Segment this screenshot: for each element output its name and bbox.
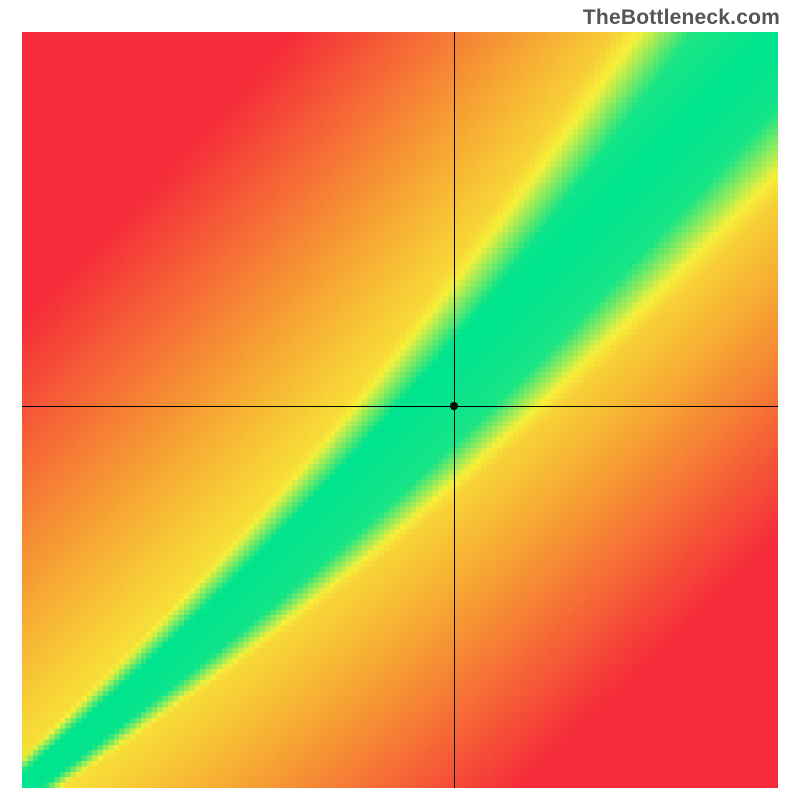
heatmap-canvas [22,32,778,788]
crosshair-vertical [454,32,455,788]
watermark-text: TheBottleneck.com [583,6,780,30]
plot-area [22,32,778,788]
chart-container: TheBottleneck.com [0,0,800,800]
crosshair-horizontal [22,406,778,407]
